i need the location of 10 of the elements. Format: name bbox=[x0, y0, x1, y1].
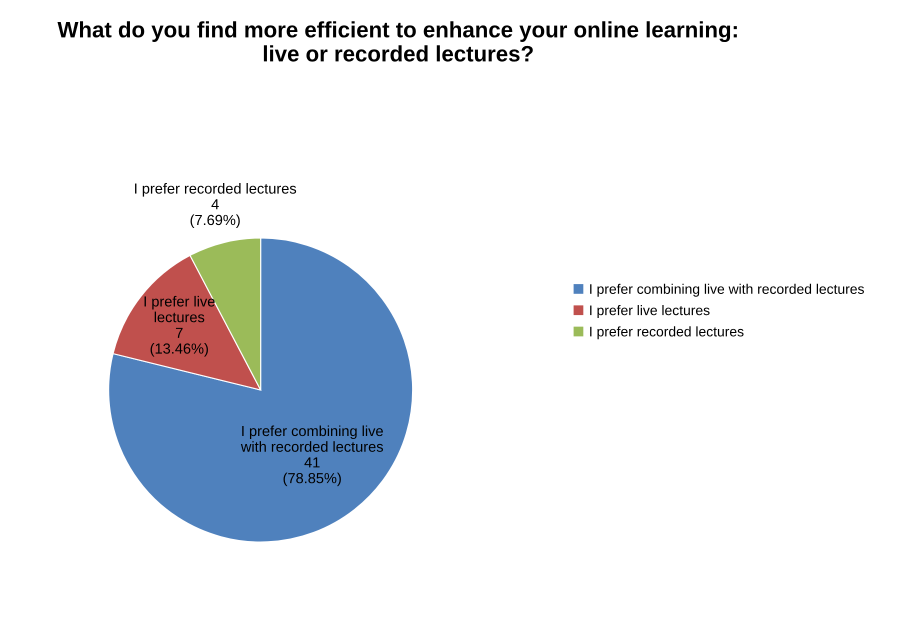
legend-label: I prefer combining live with recorded lectures bbox=[590, 284, 864, 297]
data-label: 41 (78.85%) bbox=[284, 457, 341, 486]
legend-label: I prefer live lectures bbox=[590, 305, 710, 318]
data-label: 4 (7.69%) bbox=[190, 199, 240, 228]
legend-label: I prefer recorded lectures bbox=[590, 326, 744, 340]
pie-slice bbox=[108, 237, 414, 543]
data-label: 7 (13.46%) bbox=[150, 328, 208, 357]
slice-label: I prefer recorded lectures bbox=[135, 183, 296, 197]
chart-title: What do you find more efficient to enhance your online learning: live or recorded lectures? bbox=[57, 21, 737, 62]
slice-label: I prefer combining live with recorded lectures bbox=[240, 425, 384, 452]
